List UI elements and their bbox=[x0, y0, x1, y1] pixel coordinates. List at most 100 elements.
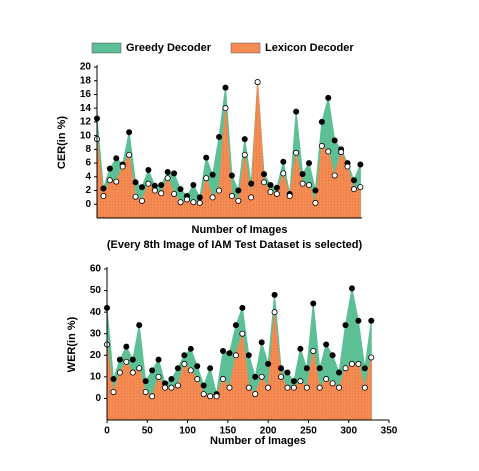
marker bbox=[113, 155, 120, 162]
marker bbox=[145, 180, 152, 187]
area-texture bbox=[107, 312, 372, 420]
marker bbox=[216, 134, 223, 141]
marker bbox=[261, 171, 268, 178]
marker bbox=[138, 184, 145, 191]
marker bbox=[280, 158, 287, 165]
marker bbox=[149, 367, 156, 374]
marker bbox=[207, 365, 214, 372]
marker bbox=[136, 365, 143, 372]
marker bbox=[113, 178, 120, 185]
marker bbox=[190, 199, 197, 206]
marker bbox=[203, 175, 210, 182]
marker bbox=[220, 376, 227, 383]
marker bbox=[228, 193, 235, 200]
marker bbox=[342, 322, 349, 329]
marker bbox=[235, 187, 242, 194]
marker bbox=[299, 171, 306, 178]
marker bbox=[116, 356, 123, 363]
marker bbox=[164, 169, 171, 176]
marker bbox=[151, 187, 158, 194]
marker bbox=[200, 382, 207, 389]
marker bbox=[164, 175, 171, 182]
marker bbox=[316, 365, 323, 372]
x-tick-label: 200 bbox=[260, 426, 277, 437]
marker bbox=[316, 384, 323, 391]
marker bbox=[357, 161, 364, 168]
marker bbox=[303, 384, 310, 391]
y-tick-label: 0 bbox=[85, 199, 91, 210]
marker bbox=[126, 151, 133, 158]
marker bbox=[336, 384, 343, 391]
y-tick-label: 8 bbox=[85, 144, 91, 155]
marker bbox=[329, 380, 336, 387]
marker bbox=[235, 197, 242, 204]
y-tick-label: 20 bbox=[90, 350, 102, 361]
marker bbox=[278, 373, 285, 380]
marker bbox=[290, 378, 297, 385]
y-tick-label: 14 bbox=[80, 103, 92, 114]
marker bbox=[110, 388, 117, 395]
marker bbox=[350, 177, 357, 184]
marker bbox=[299, 180, 306, 187]
y-tick-label: 10 bbox=[80, 130, 92, 141]
marker bbox=[187, 345, 194, 352]
marker bbox=[194, 363, 201, 370]
legend-label: Lexicon Decoder bbox=[265, 42, 354, 54]
marker bbox=[232, 352, 239, 359]
marker bbox=[248, 180, 255, 187]
marker bbox=[226, 384, 233, 391]
marker bbox=[293, 149, 300, 156]
legend-swatch bbox=[230, 42, 261, 54]
marker bbox=[116, 369, 123, 376]
marker bbox=[239, 304, 246, 311]
marker bbox=[171, 170, 178, 177]
marker bbox=[126, 129, 133, 136]
y-tick-label: 12 bbox=[80, 117, 92, 128]
y-axis-label: CER(in %) bbox=[56, 116, 68, 170]
marker bbox=[336, 369, 343, 376]
marker bbox=[284, 369, 291, 376]
marker bbox=[174, 382, 181, 389]
marker bbox=[155, 356, 162, 363]
marker bbox=[142, 388, 149, 395]
marker bbox=[155, 373, 162, 380]
marker bbox=[310, 347, 317, 354]
marker bbox=[123, 343, 130, 350]
marker bbox=[177, 186, 184, 193]
marker bbox=[222, 84, 229, 91]
marker bbox=[312, 187, 319, 194]
x-tick-label: 350 bbox=[381, 426, 398, 437]
marker bbox=[207, 393, 214, 400]
y-axis-label: WER(in %) bbox=[66, 316, 78, 372]
marker bbox=[106, 165, 113, 172]
marker bbox=[329, 352, 336, 359]
marker bbox=[265, 384, 272, 391]
x-axis-label: Number of Images bbox=[192, 224, 288, 236]
marker bbox=[158, 190, 165, 197]
x-tick-label: 150 bbox=[220, 426, 237, 437]
marker bbox=[142, 378, 149, 385]
x-tick-label: 300 bbox=[340, 426, 357, 437]
marker bbox=[239, 330, 246, 337]
marker bbox=[181, 360, 188, 367]
marker bbox=[350, 186, 357, 193]
marker bbox=[106, 177, 113, 184]
marker bbox=[252, 373, 259, 380]
y-tick-label: 50 bbox=[90, 285, 102, 296]
marker bbox=[331, 172, 338, 179]
marker bbox=[168, 376, 175, 383]
marker bbox=[100, 185, 107, 192]
marker bbox=[132, 179, 139, 186]
y-tick-label: 4 bbox=[85, 171, 91, 182]
marker bbox=[123, 358, 130, 365]
legend-swatch bbox=[91, 42, 122, 54]
marker bbox=[318, 142, 325, 149]
legend-label: Greedy Decoder bbox=[126, 42, 212, 54]
marker bbox=[119, 163, 126, 170]
marker bbox=[129, 356, 136, 363]
marker bbox=[248, 194, 255, 201]
marker bbox=[293, 108, 300, 115]
marker bbox=[181, 352, 188, 359]
marker bbox=[194, 376, 201, 383]
marker bbox=[338, 149, 345, 156]
